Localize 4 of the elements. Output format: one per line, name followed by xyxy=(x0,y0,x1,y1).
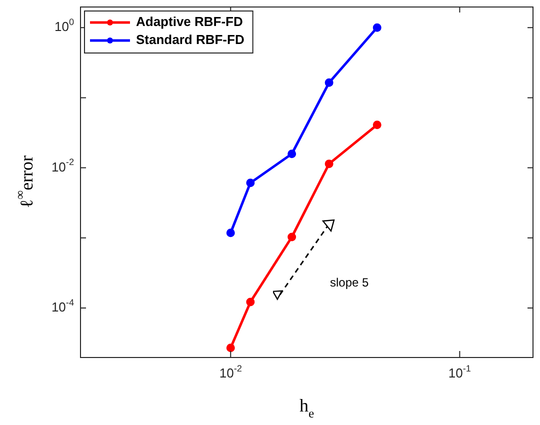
legend-label: Standard RBF-FD xyxy=(136,32,244,48)
y-axis-title: ℓ∞error xyxy=(13,155,37,208)
annotation: slope 5 xyxy=(330,275,370,290)
legend-label: Adaptive RBF-FD xyxy=(136,14,243,30)
